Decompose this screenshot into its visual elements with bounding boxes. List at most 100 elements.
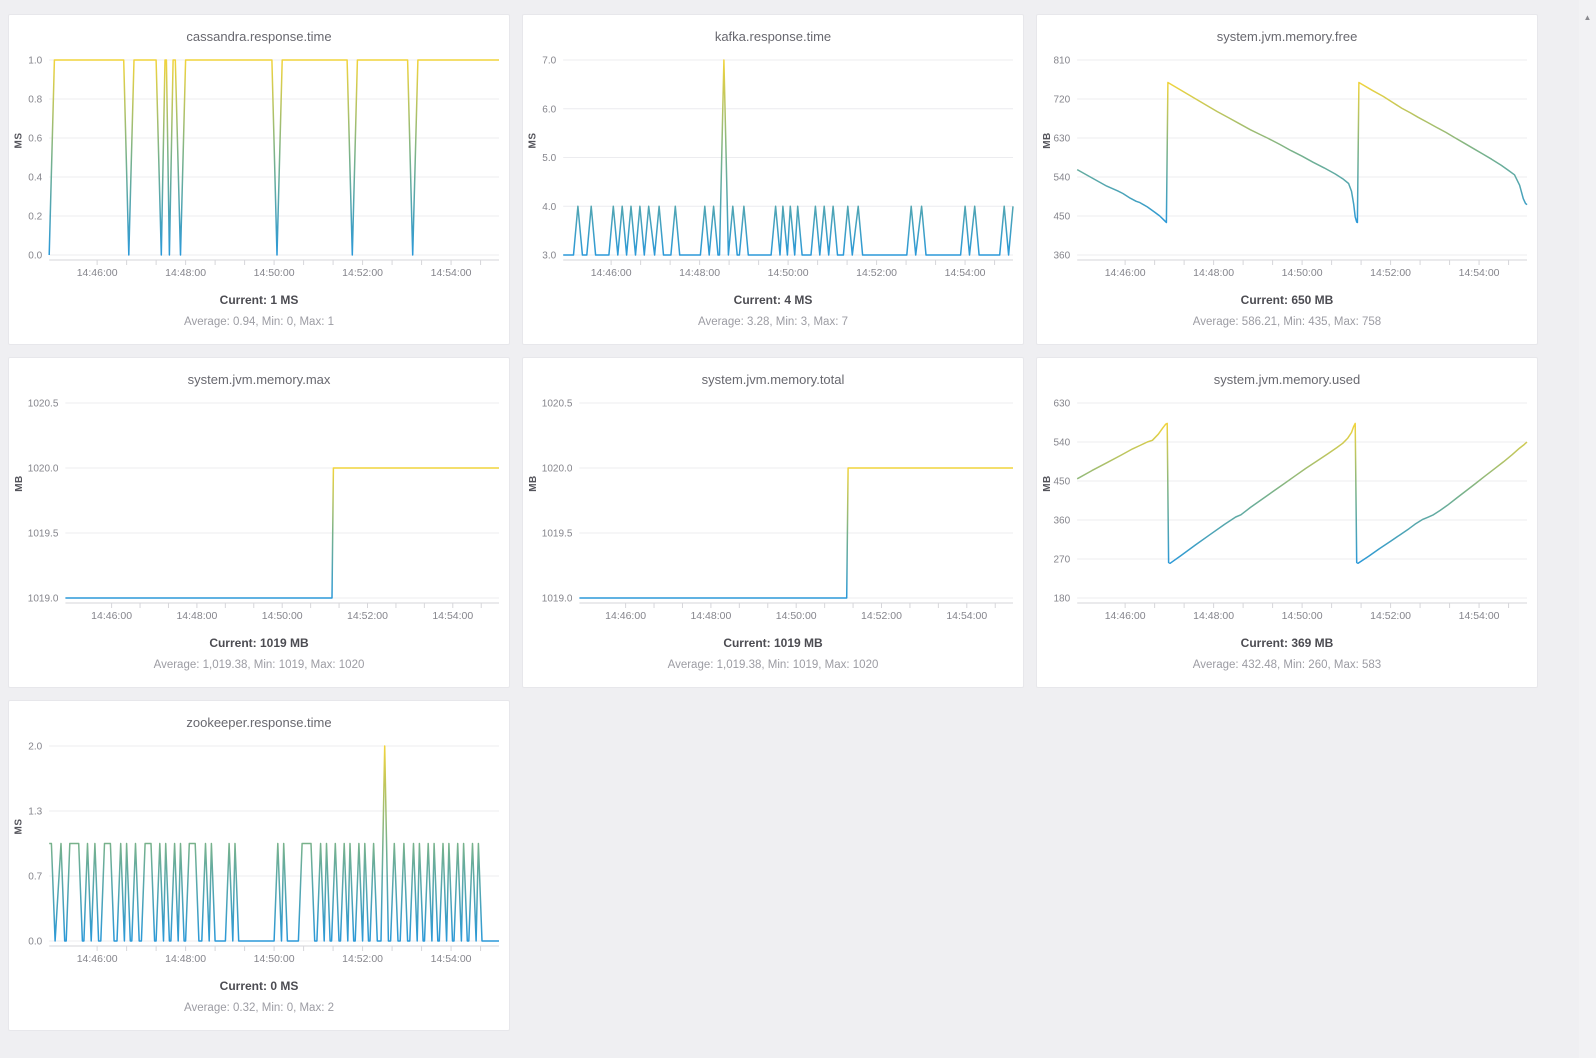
svg-text:1.3: 1.3 — [28, 807, 42, 818]
chart-panel-jvm-memory-max: system.jvm.memory.max MB 1020.5 1020.0 101… — [8, 357, 510, 688]
chart-stats: Average: 1,019.38, Min: 1019, Max: 1020 — [153, 659, 365, 671]
chart-panel-cassandra-response-time: cassandra.response.time MS 1.0 0.8 0.6 0.4 0… — [8, 14, 510, 345]
chart-current-value: Current: 1019 MB — [209, 636, 309, 650]
svg-text:14:48:00: 14:48:00 — [1193, 267, 1234, 279]
chart-current-value: Current: 1 MS — [219, 293, 299, 307]
svg-text:1020.0: 1020.0 — [28, 464, 59, 475]
svg-text:540: 540 — [1054, 438, 1071, 449]
line-chart: 1020.5 1020.0 1019.5 1019.0 14:46:00 14:48:00… — [542, 399, 1013, 622]
chart-current-value: Current: 369 MB — [1240, 636, 1334, 650]
svg-text:14:52:00: 14:52:00 — [347, 610, 388, 622]
svg-text:14:52:00: 14:52:00 — [342, 267, 383, 279]
svg-text:14:48:00: 14:48:00 — [1193, 610, 1234, 622]
svg-text:1019.5: 1019.5 — [28, 529, 59, 540]
chart-area: MS 2.0 1.3 0.7 0.0 14:46:00 14:48:00 14:50:00 1… — [9, 733, 509, 973]
chart-stats: Average: 3.28, Min: 3, Max: 7 — [697, 316, 848, 328]
line-chart: 1.0 0.8 0.6 0.4 0.2 0.0 14:46:00 14:48:00 14:50:… — [28, 56, 499, 279]
chart-current-value: Current: 4 MS — [733, 293, 813, 307]
chart-area: MB 630 540 450 360 270 180 14:46:00 14:48:00 14:… — [1037, 390, 1537, 630]
svg-text:1020.5: 1020.5 — [28, 399, 59, 410]
y-axis-unit-label: MS — [13, 818, 25, 835]
svg-text:180: 180 — [1054, 594, 1071, 605]
chart-current-value: Current: 0 MS — [219, 979, 299, 993]
svg-text:2.0: 2.0 — [28, 742, 42, 753]
y-axis-unit-label: MS — [13, 132, 25, 149]
chart-title: kafka.response.time — [714, 29, 832, 44]
svg-text:14:50:00: 14:50:00 — [776, 610, 817, 622]
dashboard-grid: cassandra.response.time MS 1.0 0.8 0.6 0.4 0… — [8, 14, 1538, 1031]
y-axis-unit-label: MS — [527, 132, 539, 149]
scrollbar-track[interactable]: ▲ — [1579, 0, 1596, 1058]
svg-text:810: 810 — [1054, 56, 1071, 67]
svg-text:1019.0: 1019.0 — [542, 594, 573, 605]
svg-text:630: 630 — [1054, 134, 1071, 145]
svg-text:0.0: 0.0 — [28, 251, 42, 262]
svg-text:1020.5: 1020.5 — [542, 399, 573, 410]
svg-text:0.7: 0.7 — [28, 871, 42, 882]
svg-text:0.2: 0.2 — [28, 212, 42, 223]
svg-text:1020.0: 1020.0 — [542, 464, 573, 475]
svg-text:1.0: 1.0 — [28, 56, 42, 67]
svg-text:540: 540 — [1054, 173, 1071, 184]
svg-text:14:50:00: 14:50:00 — [262, 610, 303, 622]
chart-stats: Average: 0.94, Min: 0, Max: 1 — [183, 316, 334, 328]
line-chart: 7.0 6.0 5.0 4.0 3.0 14:46:00 14:48:00 14:50:00 1… — [542, 56, 1014, 279]
svg-text:0.6: 0.6 — [28, 134, 42, 145]
svg-text:14:48:00: 14:48:00 — [165, 267, 206, 279]
chart-panel-jvm-memory-used: system.jvm.memory.used MB 630 540 450 360 27… — [1036, 357, 1538, 688]
svg-text:14:52:00: 14:52:00 — [856, 267, 897, 279]
svg-text:14:52:00: 14:52:00 — [861, 610, 902, 622]
chart-panel-zookeeper-response-time: zookeeper.response.time MS 2.0 1.3 0.7 0.0 1… — [8, 700, 510, 1031]
svg-text:720: 720 — [1054, 95, 1071, 106]
svg-text:14:46:00: 14:46:00 — [77, 267, 118, 279]
y-axis-unit-label: MB — [1041, 475, 1053, 492]
chart-panel-kafka-response-time: kafka.response.time MS 7.0 6.0 5.0 4.0 3.0 14… — [522, 14, 1024, 345]
svg-text:1019.0: 1019.0 — [28, 594, 59, 605]
svg-text:14:46:00: 14:46:00 — [77, 953, 118, 965]
scroll-up-arrow-icon[interactable]: ▲ — [1583, 12, 1592, 22]
chart-area: MB 1020.5 1020.0 1019.5 1019.0 14:46:00 14:48… — [523, 390, 1023, 630]
svg-text:360: 360 — [1054, 251, 1071, 262]
chart-current-value: Current: 650 MB — [1240, 293, 1334, 307]
svg-text:14:54:00: 14:54:00 — [431, 953, 472, 965]
svg-text:5.0: 5.0 — [542, 153, 556, 164]
svg-text:1019.5: 1019.5 — [542, 529, 573, 540]
svg-text:14:54:00: 14:54:00 — [946, 610, 987, 622]
line-chart: 2.0 1.3 0.7 0.0 14:46:00 14:48:00 14:50:00 14:5… — [28, 742, 499, 965]
chart-area: MB 1020.5 1020.0 1019.5 1019.0 14:46:00 14:48… — [9, 390, 509, 630]
chart-area: MB 810 720 630 540 450 360 14:46:00 14:48:00 14:… — [1037, 47, 1537, 287]
svg-text:14:46:00: 14:46:00 — [605, 610, 646, 622]
svg-text:14:52:00: 14:52:00 — [342, 953, 383, 965]
svg-text:0.0: 0.0 — [28, 937, 42, 948]
chart-stats: Average: 1,019.38, Min: 1019, Max: 1020 — [667, 659, 879, 671]
svg-text:7.0: 7.0 — [542, 56, 556, 67]
svg-text:14:46:00: 14:46:00 — [1105, 610, 1146, 622]
svg-text:14:50:00: 14:50:00 — [1282, 267, 1323, 279]
svg-text:14:48:00: 14:48:00 — [690, 610, 731, 622]
y-axis-unit-label: MB — [527, 475, 539, 492]
svg-text:14:50:00: 14:50:00 — [768, 267, 809, 279]
chart-title: system.jvm.memory.used — [1213, 372, 1361, 387]
y-axis-unit-label: MB — [1041, 132, 1053, 149]
y-axis-unit-label: MB — [13, 475, 25, 492]
svg-text:14:54:00: 14:54:00 — [1459, 610, 1500, 622]
chart-panel-jvm-memory-total: system.jvm.memory.total MB 1020.5 1020.0 1… — [522, 357, 1024, 688]
svg-text:4.0: 4.0 — [542, 202, 556, 213]
svg-text:14:54:00: 14:54:00 — [1459, 267, 1500, 279]
chart-stats: Average: 586.21, Min: 435, Max: 758 — [1192, 316, 1382, 328]
chart-title: zookeeper.response.time — [186, 715, 332, 730]
svg-text:14:48:00: 14:48:00 — [165, 953, 206, 965]
chart-stats: Average: 0.32, Min: 0, Max: 2 — [183, 1002, 334, 1014]
svg-text:630: 630 — [1054, 399, 1071, 410]
svg-text:14:50:00: 14:50:00 — [1282, 610, 1323, 622]
chart-area: MS 7.0 6.0 5.0 4.0 3.0 14:46:00 14:48:00 14:50:… — [523, 47, 1023, 287]
chart-title: system.jvm.memory.total — [701, 372, 845, 387]
chart-current-value: Current: 1019 MB — [723, 636, 823, 650]
svg-text:14:54:00: 14:54:00 — [432, 610, 473, 622]
line-chart: 810 720 630 540 450 360 14:46:00 14:48:00 14:50:… — [1054, 56, 1528, 279]
svg-text:14:52:00: 14:52:00 — [1370, 267, 1411, 279]
chart-title: system.jvm.memory.max — [187, 372, 331, 387]
svg-text:360: 360 — [1054, 516, 1071, 527]
line-chart: 630 540 450 360 270 180 14:46:00 14:48:00 14:50:… — [1054, 399, 1528, 622]
svg-text:14:48:00: 14:48:00 — [679, 267, 720, 279]
